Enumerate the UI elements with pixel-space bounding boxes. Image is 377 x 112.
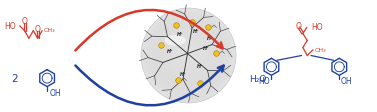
Circle shape (146, 13, 231, 98)
Circle shape (170, 38, 205, 72)
Circle shape (159, 43, 164, 49)
Circle shape (147, 15, 230, 97)
Text: HO: HO (311, 23, 322, 32)
Circle shape (172, 39, 204, 70)
Text: H⁺: H⁺ (180, 71, 187, 76)
Circle shape (166, 33, 210, 77)
Text: 2: 2 (11, 73, 18, 83)
Circle shape (167, 35, 208, 75)
Text: CH₃: CH₃ (315, 47, 326, 52)
Circle shape (186, 53, 189, 56)
Circle shape (152, 19, 225, 92)
Circle shape (174, 24, 179, 29)
Text: H⁺: H⁺ (193, 29, 200, 34)
Text: O: O (296, 22, 301, 30)
Circle shape (184, 51, 190, 57)
Circle shape (183, 50, 192, 59)
Ellipse shape (164, 36, 186, 46)
Circle shape (150, 18, 226, 93)
Circle shape (155, 23, 221, 88)
Circle shape (181, 48, 194, 61)
Circle shape (179, 47, 195, 62)
Circle shape (141, 9, 236, 103)
Text: H⁺: H⁺ (177, 32, 184, 37)
Circle shape (175, 42, 200, 67)
Circle shape (161, 29, 215, 82)
Circle shape (176, 78, 181, 84)
Ellipse shape (167, 96, 210, 101)
Circle shape (153, 21, 223, 90)
Text: H⁺: H⁺ (203, 46, 210, 51)
Circle shape (190, 20, 195, 26)
Text: H₂O: H₂O (250, 74, 267, 83)
Circle shape (173, 41, 202, 69)
Text: CH₃: CH₃ (44, 28, 56, 33)
Text: O: O (35, 25, 41, 33)
Text: O: O (21, 17, 28, 26)
Circle shape (141, 9, 236, 103)
Circle shape (214, 51, 219, 57)
Circle shape (158, 26, 218, 85)
Text: OH: OH (341, 77, 352, 85)
Circle shape (156, 24, 220, 87)
Circle shape (169, 36, 207, 74)
Text: H⁺: H⁺ (167, 49, 174, 54)
Circle shape (206, 25, 211, 31)
Circle shape (164, 32, 211, 79)
Circle shape (176, 44, 199, 66)
Text: H⁺: H⁺ (207, 36, 214, 41)
Text: OH: OH (49, 88, 61, 97)
Circle shape (149, 16, 228, 95)
Text: H⁺: H⁺ (197, 63, 204, 68)
Circle shape (159, 27, 216, 84)
Circle shape (144, 12, 233, 100)
Text: HO: HO (5, 22, 16, 31)
Text: HO: HO (258, 77, 270, 85)
Circle shape (178, 45, 197, 64)
Circle shape (143, 10, 234, 101)
Circle shape (198, 81, 203, 87)
Circle shape (162, 30, 213, 80)
